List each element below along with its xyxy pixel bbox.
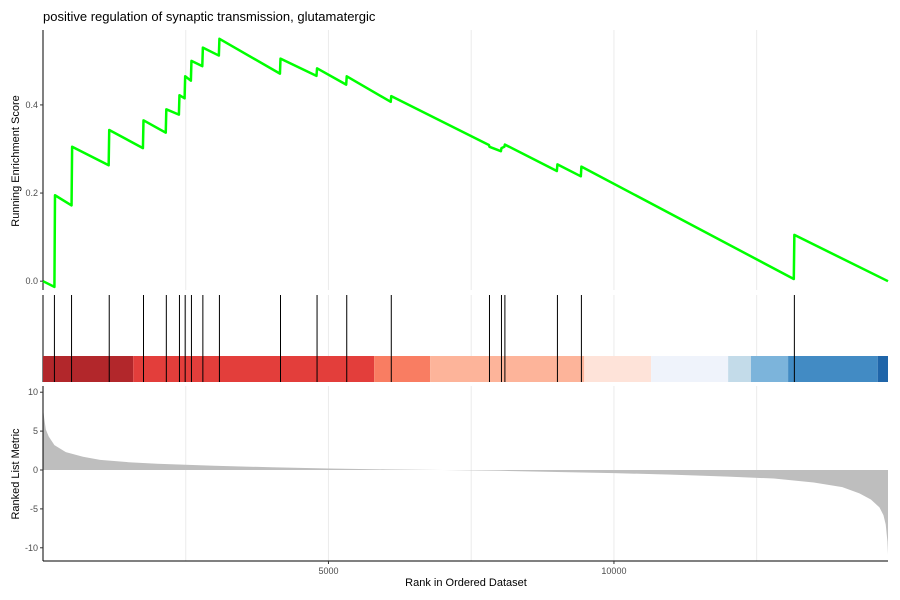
x-tick-label: 5000 <box>318 566 338 576</box>
color-band <box>728 356 751 382</box>
color-band <box>750 356 789 382</box>
metric-y-tick-label: 10 <box>28 387 38 397</box>
gene-hits-panel <box>42 295 888 382</box>
metric-y-tick-label: 5 <box>33 426 38 436</box>
ranked-metric-panel: 10 5 0 -5 -10 5000 10000 Ranked List Metric R… <box>10 386 888 589</box>
es-y-axis-label: Running Enrichment Score <box>10 95 22 226</box>
metric-y-tick-label: -5 <box>30 504 38 514</box>
color-band <box>651 356 729 382</box>
x-axis-label: Rank in Ordered Dataset <box>405 577 527 589</box>
chart-title: positive regulation of synaptic transmis… <box>43 9 376 24</box>
metric-y-tick-label: 0 <box>33 465 38 475</box>
metric-y-axis-label: Ranked List Metric <box>10 428 22 520</box>
enrichment-score-panel: 0.0 0.2 0.4 Running Enrichment Score <box>10 30 889 290</box>
color-band <box>430 356 585 382</box>
color-band <box>584 356 652 382</box>
color-band <box>877 356 888 382</box>
x-tick-label: 10000 <box>601 566 626 576</box>
es-line <box>42 37 889 289</box>
color-band <box>43 356 134 382</box>
metric-y-tick-label: -10 <box>25 543 38 553</box>
color-band <box>788 356 878 382</box>
es-y-tick-label: 0.4 <box>25 100 38 110</box>
color-band <box>133 356 375 382</box>
color-band <box>374 356 431 382</box>
es-y-tick-label: 0.2 <box>25 188 38 198</box>
ranked-metric-area <box>43 407 888 555</box>
es-y-tick-label: 0.0 <box>25 276 38 286</box>
